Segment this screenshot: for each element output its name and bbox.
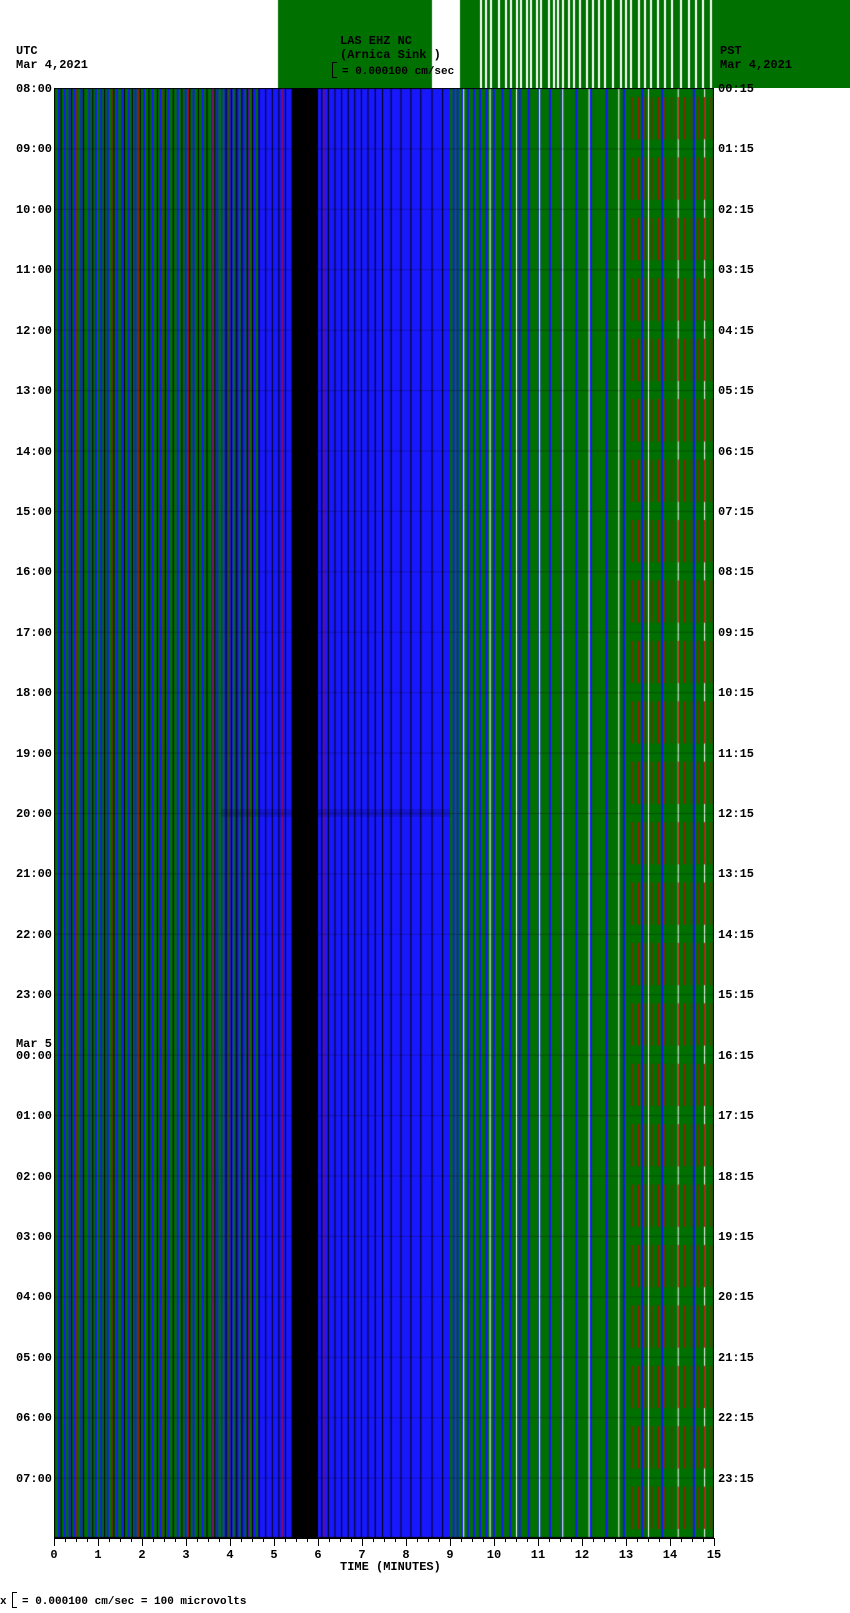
y-left-label: 23:00	[10, 988, 52, 1002]
y-right-label: 09:15	[718, 626, 754, 640]
y-left-label: 09:00	[10, 142, 52, 156]
y-left-label: 16:00	[10, 565, 52, 579]
x-tick	[98, 1538, 99, 1546]
y-left-label: 07:00	[10, 1472, 52, 1486]
x-tick-label: 14	[663, 1548, 677, 1562]
y-left-label: 15:00	[10, 505, 52, 519]
y-left-label: 03:00	[10, 1230, 52, 1244]
y-right-label: 22:15	[718, 1411, 754, 1425]
x-tick-label: 13	[619, 1548, 633, 1562]
y-right-label: 04:15	[718, 324, 754, 338]
y-left-label: 22:00	[10, 928, 52, 942]
y-left-label: 12:00	[10, 324, 52, 338]
y-right-label: 05:15	[718, 384, 754, 398]
y-right-label: 01:15	[718, 142, 754, 156]
y-right-label: 19:15	[718, 1230, 754, 1244]
y-right-label: 02:15	[718, 203, 754, 217]
x-tick-label: 9	[446, 1548, 453, 1562]
y-right-label: 21:15	[718, 1351, 754, 1365]
footer-text: = 0.000100 cm/sec = 100 microvolts	[22, 1596, 246, 1608]
x-tick	[626, 1538, 627, 1546]
x-axis-title: TIME (MINUTES)	[340, 1560, 441, 1574]
y-left-label: 21:00	[10, 867, 52, 881]
x-tick-label: 2	[138, 1548, 145, 1562]
y-left-label: 10:00	[10, 203, 52, 217]
x-tick	[274, 1538, 275, 1546]
y-left-label: 01:00	[10, 1109, 52, 1123]
y-left-label: 13:00	[10, 384, 52, 398]
x-tick-label: 0	[50, 1548, 57, 1562]
y-left-extra-date: Mar 5	[10, 1037, 52, 1051]
y-left-label: 02:00	[10, 1170, 52, 1184]
x-tick-label: 5	[270, 1548, 277, 1562]
y-left-label: 18:00	[10, 686, 52, 700]
x-tick-label: 15	[707, 1548, 721, 1562]
x-axis-line	[54, 1538, 714, 1539]
x-tick	[582, 1538, 583, 1546]
y-right-label: 13:15	[718, 867, 754, 881]
y-right-label: 08:15	[718, 565, 754, 579]
x-tick	[54, 1538, 55, 1546]
station-sub: (Arnica Sink )	[340, 48, 441, 62]
seismogram-plot	[54, 88, 714, 1538]
y-right-label: 07:15	[718, 505, 754, 519]
y-right-label: 14:15	[718, 928, 754, 942]
scale-bar-icon	[332, 62, 337, 78]
x-tick	[318, 1538, 319, 1546]
x-tick	[230, 1538, 231, 1546]
x-tick	[142, 1538, 143, 1546]
y-left-label: 06:00	[10, 1411, 52, 1425]
y-right-label: 20:15	[718, 1290, 754, 1304]
x-tick	[494, 1538, 495, 1546]
y-right-label: 12:15	[718, 807, 754, 821]
y-right-label: 00:15	[718, 82, 754, 96]
station-line: LAS EHZ NC	[340, 34, 412, 48]
x-tick	[538, 1538, 539, 1546]
x-tick	[714, 1538, 715, 1546]
y-right-label: 11:15	[718, 747, 754, 761]
y-right-label: 03:15	[718, 263, 754, 277]
y-right-label: 17:15	[718, 1109, 754, 1123]
y-left-label: 17:00	[10, 626, 52, 640]
date-right: Mar 4,2021	[720, 58, 792, 72]
date-left: Mar 4,2021	[16, 58, 88, 72]
x-tick	[406, 1538, 407, 1546]
y-left-label: 04:00	[10, 1290, 52, 1304]
y-left-label: 20:00	[10, 807, 52, 821]
x-tick-label: 4	[226, 1548, 233, 1562]
y-left-label: 14:00	[10, 445, 52, 459]
y-left-label: 05:00	[10, 1351, 52, 1365]
y-right-label: 18:15	[718, 1170, 754, 1184]
y-left-label: 08:00	[10, 82, 52, 96]
footer-prefix: x	[0, 1596, 7, 1608]
x-tick	[362, 1538, 363, 1546]
tz-right: PST	[720, 44, 742, 58]
footer-scale-bar-icon	[12, 1592, 17, 1608]
y-right-label: 23:15	[718, 1472, 754, 1486]
tz-left: UTC	[16, 44, 38, 58]
y-left-label: 11:00	[10, 263, 52, 277]
y-right-label: 10:15	[718, 686, 754, 700]
x-tick-label: 3	[182, 1548, 189, 1562]
x-tick	[450, 1538, 451, 1546]
x-tick-label: 12	[575, 1548, 589, 1562]
x-tick-label: 11	[531, 1548, 545, 1562]
y-left-label: 19:00	[10, 747, 52, 761]
scale-ref-text: = 0.000100 cm/sec	[342, 66, 454, 78]
x-tick-label: 10	[487, 1548, 501, 1562]
x-tick-label: 6	[314, 1548, 321, 1562]
x-tick	[670, 1538, 671, 1546]
y-right-label: 15:15	[718, 988, 754, 1002]
y-left-label: 00:00	[10, 1049, 52, 1063]
y-right-label: 16:15	[718, 1049, 754, 1063]
x-tick-label: 1	[94, 1548, 101, 1562]
y-right-label: 06:15	[718, 445, 754, 459]
x-tick	[186, 1538, 187, 1546]
